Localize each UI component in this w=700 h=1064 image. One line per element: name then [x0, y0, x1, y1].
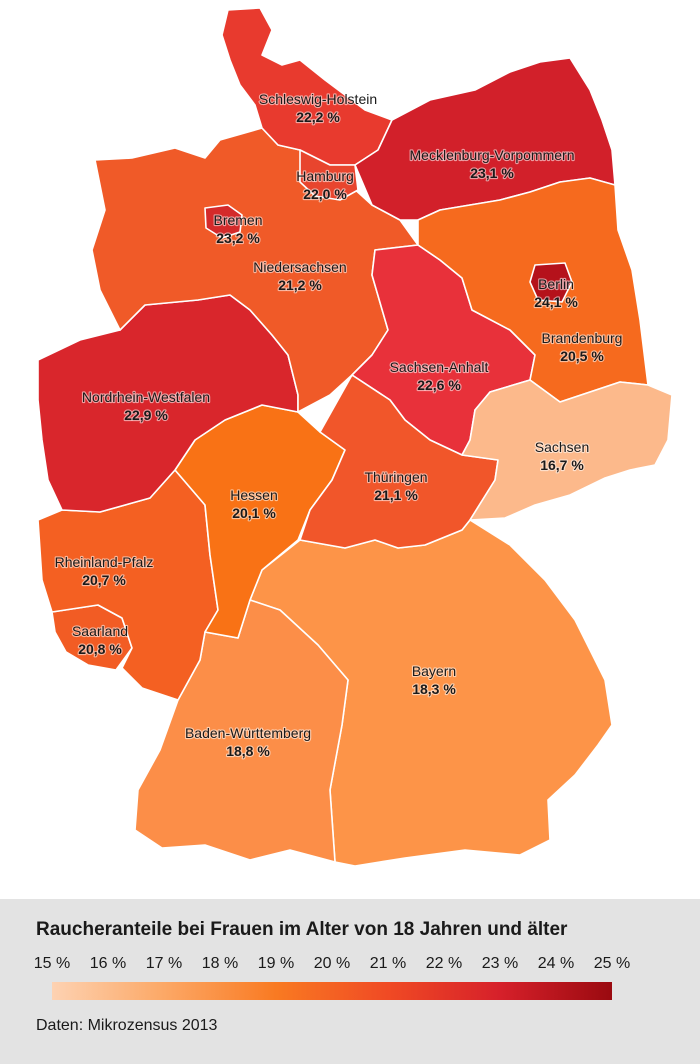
- scale-tick: 24 %: [537, 955, 575, 972]
- scale-tick-labels: 15 % 16 % 17 % 18 % 19 % 20 % 21 % 22 % …: [0, 955, 700, 977]
- legend-title: Raucheranteile bei Frauen im Alter von 1…: [36, 919, 568, 940]
- label-rheinland-pfalz-name: Rheinland-Pfalz: [55, 554, 154, 570]
- scale-tick: 25 %: [593, 955, 631, 972]
- scale-tick: 19 %: [257, 955, 295, 972]
- label-brandenburg-value: 20,5 %: [560, 348, 604, 364]
- label-sachsen-anhalt-value: 22,6 %: [417, 377, 461, 393]
- label-schleswig-holstein-value: 22,2 %: [296, 109, 340, 125]
- label-brandenburg-name: Brandenburg: [542, 330, 623, 346]
- scale-tick: 15 %: [33, 955, 71, 972]
- data-source: Daten: Mikrozensus 2013: [36, 1017, 218, 1034]
- scale-tick: 18 %: [201, 955, 239, 972]
- label-bayern-name: Bayern: [412, 663, 456, 679]
- color-scale-bar: [52, 982, 612, 1000]
- scale-tick: 16 %: [89, 955, 127, 972]
- label-sachsen-name: Sachsen: [535, 439, 589, 455]
- label-mecklenburg-vorpommern-name: Mecklenburg-Vorpommern: [410, 147, 575, 163]
- label-hessen-name: Hessen: [230, 487, 277, 503]
- label-nordrhein-westfalen-value: 22,9 %: [124, 407, 168, 423]
- label-bremen-name: Bremen: [213, 212, 262, 228]
- label-berlin-name: Berlin: [538, 276, 574, 292]
- scale-tick: 20 %: [313, 955, 351, 972]
- label-niedersachsen-name: Niedersachsen: [253, 259, 346, 275]
- scale-tick: 21 %: [369, 955, 407, 972]
- region-thueringen[interactable]: [299, 374, 499, 549]
- label-hamburg-value: 22,0 %: [303, 186, 347, 202]
- scale-tick: 22 %: [425, 955, 463, 972]
- label-sachsen-anhalt-name: Sachsen-Anhalt: [390, 359, 489, 375]
- label-saarland-name: Saarland: [72, 623, 128, 639]
- label-thueringen-value: 21,1 %: [374, 487, 418, 503]
- region-hamburg[interactable]: [299, 149, 359, 201]
- region-bremen[interactable]: [204, 204, 243, 239]
- germany-choropleth-map: Schleswig-Holstein 22,2 % Hamburg 22,0 %…: [37, 7, 673, 867]
- label-baden-wuerttemberg-name: Baden-Württemberg: [185, 725, 311, 741]
- label-hamburg-name: Hamburg: [296, 168, 354, 184]
- region-sachsen[interactable]: [461, 379, 673, 521]
- legend-panel: Raucheranteile bei Frauen im Alter von 1…: [0, 899, 700, 1064]
- label-rheinland-pfalz-value: 20,7 %: [82, 572, 126, 588]
- label-niedersachsen-value: 21,2 %: [278, 277, 322, 293]
- label-sachsen-value: 16,7 %: [540, 457, 584, 473]
- label-thueringen-name: Thüringen: [364, 469, 427, 485]
- label-hessen-value: 20,1 %: [232, 505, 276, 521]
- label-bayern-value: 18,3 %: [412, 681, 456, 697]
- region-berlin[interactable]: [529, 262, 573, 303]
- label-schleswig-holstein-name: Schleswig-Holstein: [259, 91, 377, 107]
- label-saarland-value: 20,8 %: [78, 641, 122, 657]
- scale-tick: 17 %: [145, 955, 183, 972]
- label-berlin-value: 24,1 %: [534, 294, 578, 310]
- label-mecklenburg-vorpommern-value: 23,1 %: [470, 165, 514, 181]
- label-bremen-value: 23,2 %: [216, 230, 260, 246]
- region-hessen[interactable]: [174, 404, 346, 639]
- scale-tick: 23 %: [481, 955, 519, 972]
- label-baden-wuerttemberg-value: 18,8 %: [226, 743, 270, 759]
- label-nordrhein-westfalen-name: Nordrhein-Westfalen: [82, 389, 210, 405]
